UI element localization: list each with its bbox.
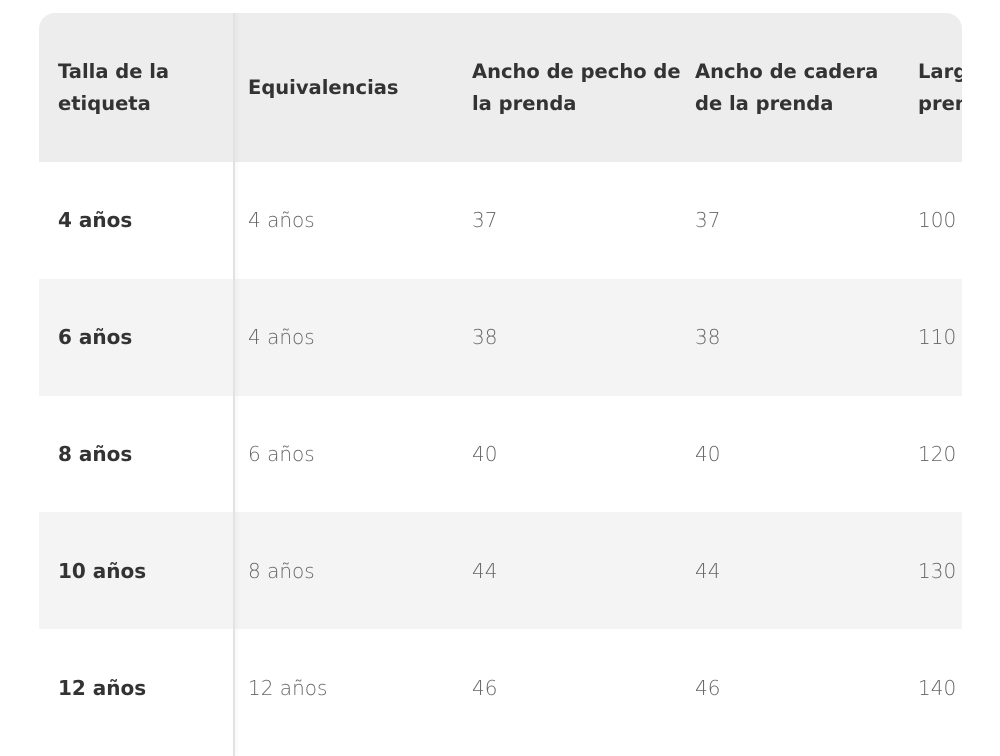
size-label: 10 años [58, 558, 147, 583]
size-table: Talla de la etiqueta Equivalencias Ancho d… [39, 13, 962, 756]
table-cell: 40 [472, 441, 498, 466]
table-cell: 37 [472, 208, 498, 233]
sticky-column-divider [233, 13, 235, 756]
table-cell: 44 [695, 558, 721, 583]
table-row: 10 años 8 años 44 44 130 [39, 512, 962, 630]
table-cell: 130 [918, 558, 957, 583]
header-cell: Ancho de cadera de la prenda [695, 59, 879, 115]
table-cell: 110 [918, 325, 957, 350]
header-cell: Equivalencias [248, 75, 399, 99]
table-row: 4 años 4 años 37 37 100 [39, 162, 962, 279]
table-cell: 8 años [248, 558, 315, 583]
size-label: 12 años [58, 675, 147, 700]
table-cell: 12 años [248, 675, 328, 700]
size-label: 6 años [58, 325, 133, 350]
header-row: Talla de la etiqueta Equivalencias Ancho d… [39, 13, 962, 162]
size-label: 4 años [58, 208, 133, 233]
table-cell: 140 [918, 675, 957, 700]
table-row: 8 años 6 años 40 40 120 [39, 395, 962, 513]
table-cell: 4 años [248, 325, 315, 350]
table-cell: 37 [695, 208, 721, 233]
header-cell: Largo de la prenda [918, 59, 962, 115]
table-cell: 44 [472, 558, 498, 583]
header-cell: Talla de la etiqueta [58, 59, 170, 115]
table-cell: 38 [472, 325, 498, 350]
table-row: 12 años 12 años 46 46 140 [39, 629, 962, 746]
table-cell: 100 [918, 208, 957, 233]
table-cell: 38 [695, 325, 721, 350]
table-cell: 4 años [248, 208, 315, 233]
table-cell: 6 años [248, 441, 315, 466]
table-cell: 46 [472, 675, 498, 700]
header-cell: Ancho de pecho de la prenda [472, 59, 681, 115]
size-label: 8 años [58, 441, 133, 466]
table-cell: 46 [695, 675, 721, 700]
table-cell: 40 [695, 441, 721, 466]
table-row: 6 años 4 años 38 38 110 [39, 278, 962, 396]
table-cell: 120 [918, 441, 957, 466]
